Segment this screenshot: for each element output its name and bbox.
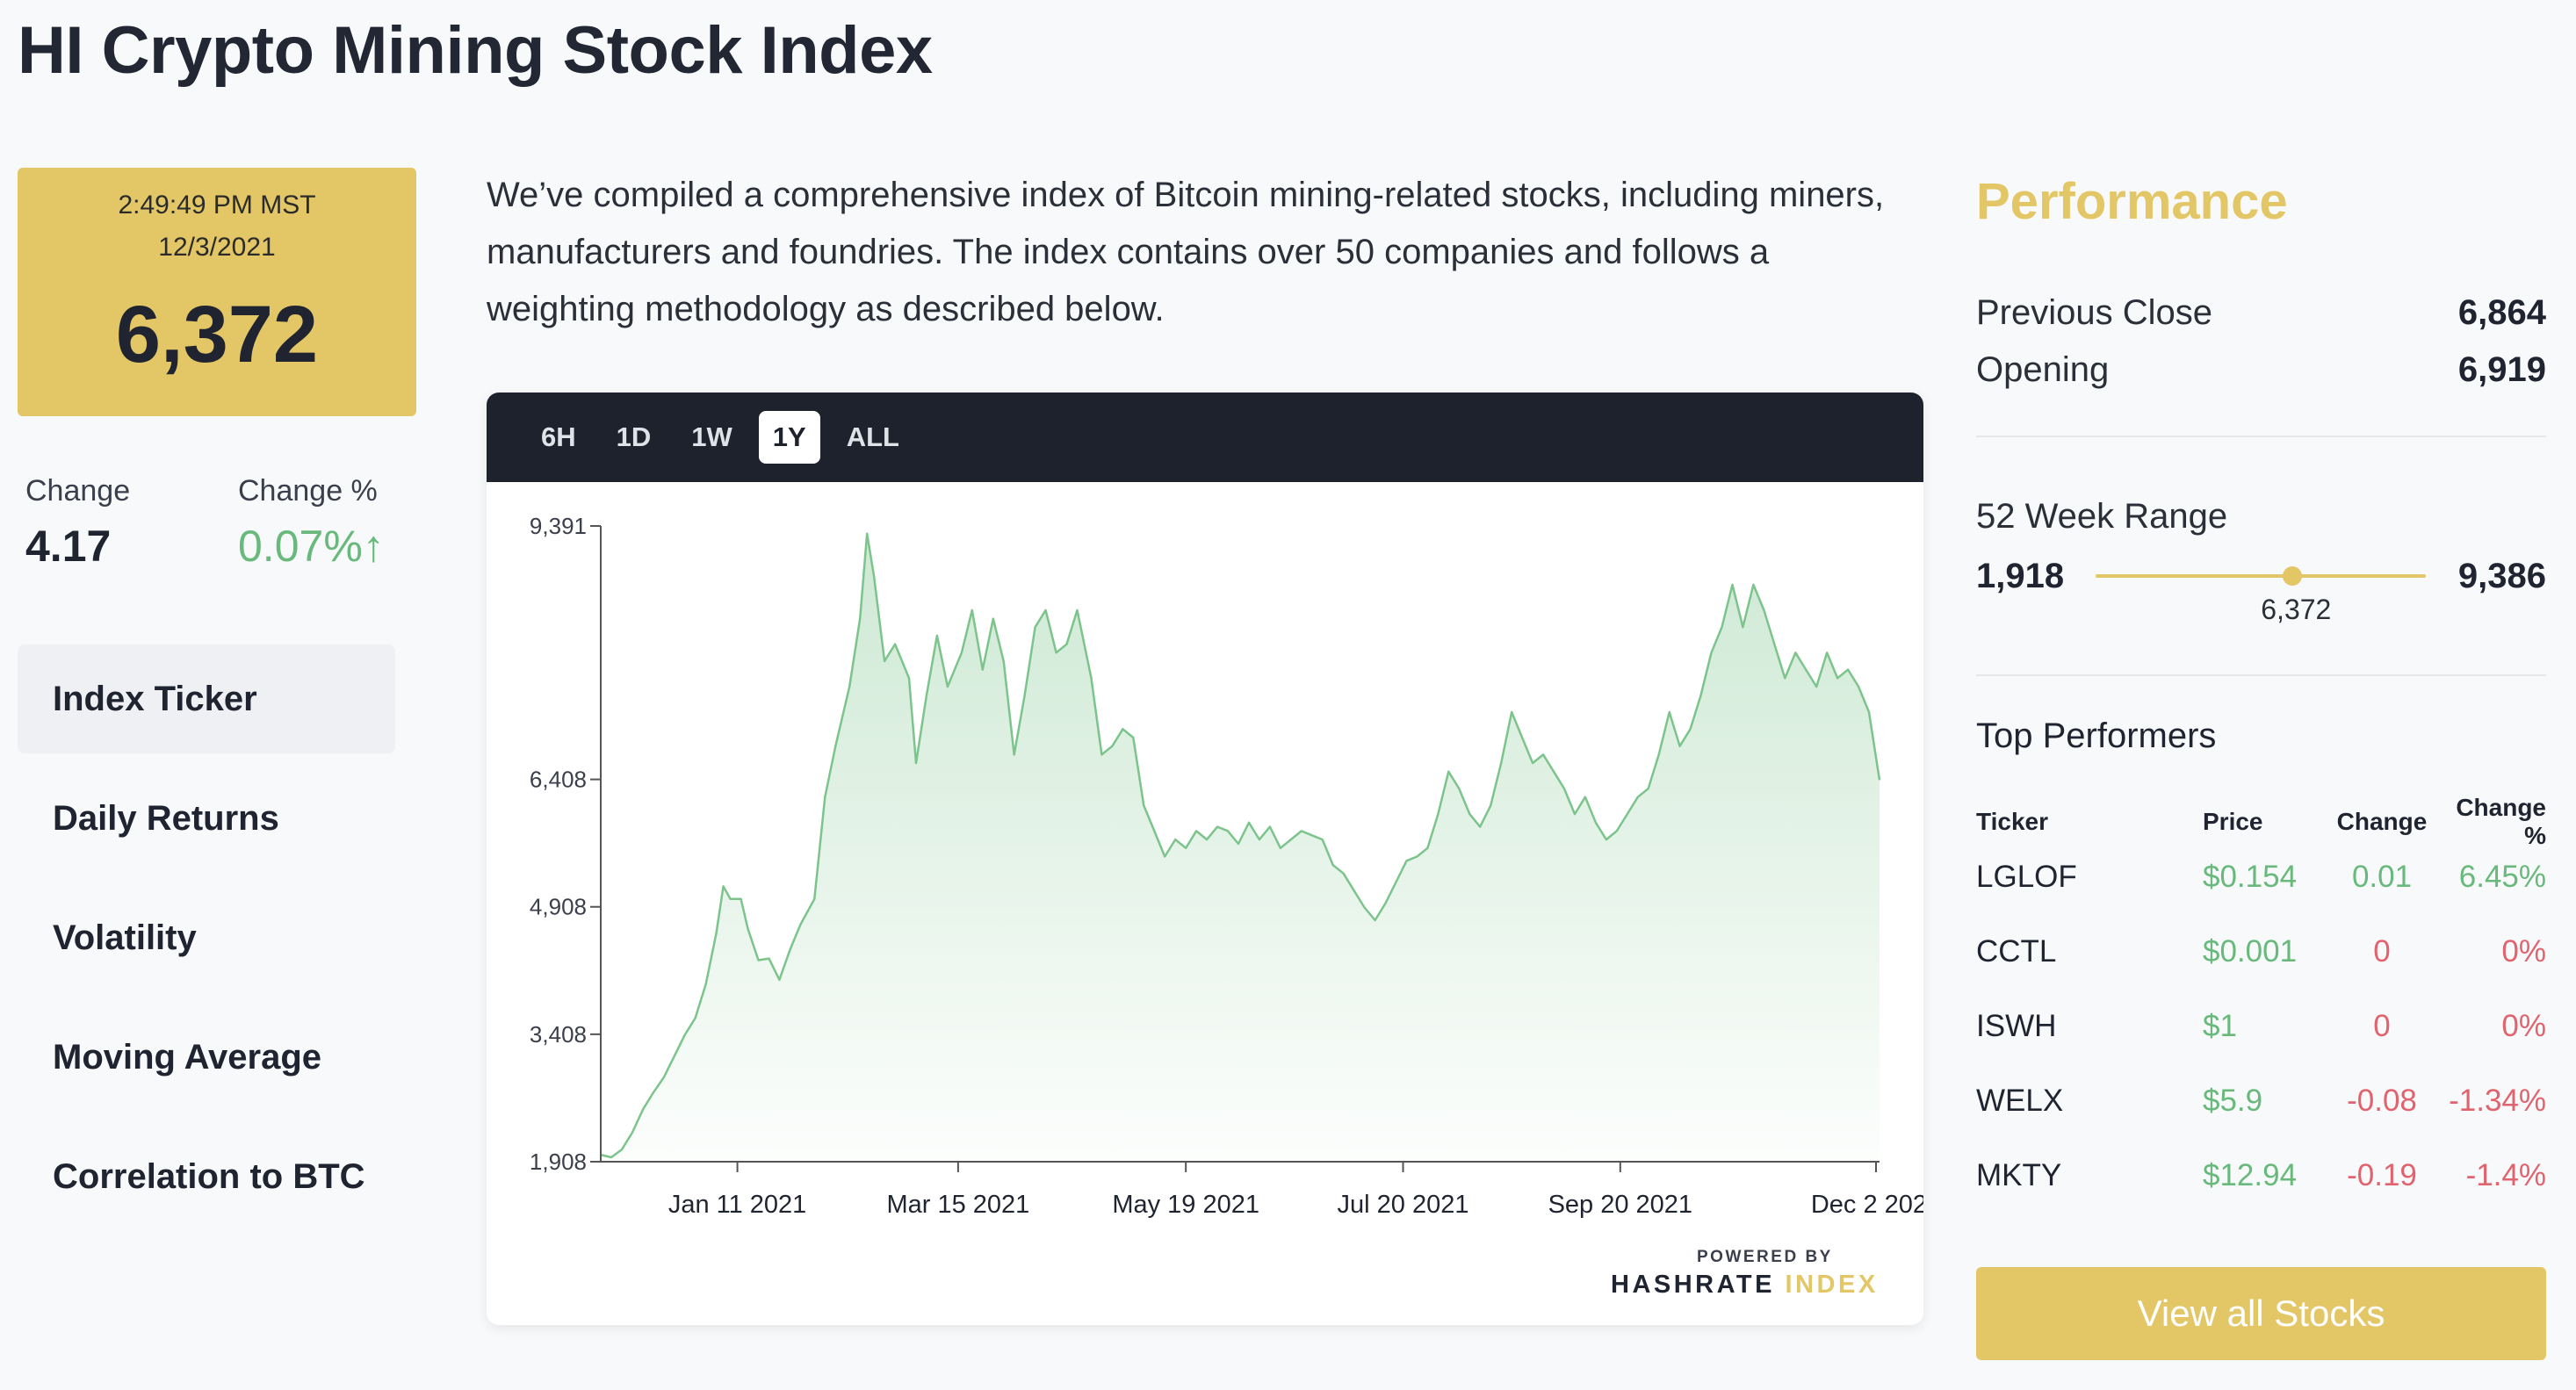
nav-item-moving-average[interactable]: Moving Average [53, 1037, 321, 1077]
price-cell: $1 [2203, 1008, 2237, 1043]
change-value: 4.17 [25, 522, 112, 571]
chart-card: 6H 1D 1W 1Y ALL 1,908 3,408 4,908 6,408 9,39… [487, 393, 1923, 1325]
table-row[interactable]: CCTL $0.001 0 0% [1976, 914, 2546, 989]
header-price: Price [2203, 808, 2263, 835]
change-cell: -0.08 [2347, 1083, 2417, 1118]
range-low: 1,918 [1976, 557, 2065, 595]
divider [1976, 436, 2546, 437]
change-cell: -0.19 [2347, 1157, 2417, 1192]
view-all-stocks-button[interactable]: View all Stocks [1976, 1267, 2546, 1360]
table-row[interactable]: ISWH $1 0 0% [1976, 989, 2546, 1063]
table-row[interactable]: LGLOF $0.154 0.01 6.45% [1976, 839, 2546, 914]
timeframe-6h-button[interactable]: 6H [541, 421, 576, 452]
previous-close-label: Previous Close [1976, 293, 2213, 332]
header-ticker: Ticker [1976, 808, 2048, 835]
change-cell: 0 [2373, 1008, 2391, 1043]
price-cell: $5.9 [2203, 1083, 2263, 1118]
series-area [601, 533, 1880, 1162]
change-pct-cell: -1.4% [2465, 1157, 2546, 1192]
x-tick-label: Jul 20 2021 [1338, 1191, 1469, 1219]
timeframe-all-button[interactable]: ALL [846, 421, 899, 452]
change-pct-cell: 0% [2501, 1008, 2546, 1043]
series-line [600, 532, 1881, 1159]
x-tick-label: Jan 11 2021 [668, 1191, 807, 1219]
top-performers-title: Top Performers [1976, 717, 2217, 755]
change-pct-cell: 0% [2501, 933, 2546, 969]
ticker-cell: CCTL [1976, 933, 2057, 969]
change-pct-number: 0.07% [238, 522, 363, 571]
timeframe-1d-button[interactable]: 1D [616, 421, 652, 452]
range-current: 6,372 [2261, 594, 2332, 625]
table-row[interactable]: MKTY $12.94 -0.19 -1.4% [1976, 1138, 2546, 1213]
header-change-pct: Change % [2456, 794, 2546, 849]
table-body: LGLOF $0.154 0.01 6.45% CCTL $0.001 0 0% ISWH $1 0… [1976, 839, 2546, 1213]
y-tick-label: 3,408 [530, 1021, 587, 1048]
price-card: 2:49:49 PM MST 12/3/2021 6,372 [18, 168, 416, 416]
x-tick-label: Mar 15 2021 [886, 1191, 1029, 1219]
x-tick-label: Dec 2 2021 [1811, 1191, 1923, 1219]
price-date: 12/3/2021 [158, 233, 276, 262]
change-cell: 0 [2373, 933, 2391, 969]
page-title: HI Crypto Mining Stock Index [18, 13, 933, 88]
previous-close-value: 6,864 [2457, 293, 2546, 332]
hashrate-index-logo: HASHRATE INDEX [1611, 1271, 1879, 1299]
divider [1976, 674, 2546, 676]
timeframe-1y-button[interactable]: 1Y [758, 411, 820, 464]
nav-item-correlation-to-btc[interactable]: Correlation to BTC [53, 1156, 365, 1196]
side-nav: Index Ticker Daily Returns Volatility Mo… [18, 645, 395, 1242]
nav-item-volatility[interactable]: Volatility [53, 918, 197, 957]
x-tick-label: May 19 2021 [1112, 1191, 1259, 1219]
opening-label: Opening [1976, 350, 2110, 389]
change-label: Change [25, 474, 131, 508]
ticker-cell: LGLOF [1976, 859, 2077, 894]
change-pct-value: 0.07%↑ [238, 521, 385, 572]
brand-accent: INDEX [1786, 1271, 1879, 1299]
price-time: 2:49:49 PM MST [118, 191, 316, 220]
timeframe-1w-button[interactable]: 1W [691, 421, 732, 452]
header-change: Change [2336, 808, 2428, 835]
price-value: 6,372 [115, 290, 319, 379]
change-pct-cell: -1.34% [2449, 1083, 2546, 1118]
y-tick-label: 4,908 [530, 894, 587, 920]
previous-close-row: Previous Close 6,864 [1976, 293, 2546, 333]
ticker-cell: MKTY [1976, 1157, 2062, 1192]
range-high: 9,386 [2457, 557, 2546, 595]
range-title: 52 Week Range [1976, 497, 2228, 536]
change-pct-cell: 6.45% [2458, 859, 2546, 894]
opening-row: Opening 6,919 [1976, 350, 2546, 390]
price-cell: $0.154 [2203, 859, 2298, 894]
ticker-cell: WELX [1976, 1083, 2064, 1118]
performance-heading: Performance [1976, 173, 2288, 230]
change-pct-label: Change % [238, 474, 378, 508]
intro-text: We’ve compiled a comprehensive index of … [487, 176, 1885, 328]
y-tick-label: 6,408 [530, 767, 587, 793]
arrow-up-icon: ↑ [362, 522, 385, 571]
table-header: Ticker Price Change Change % [1976, 794, 2546, 849]
change-cell: 0.01 [2351, 859, 2413, 894]
powered-by-label: POWERED BY [1697, 1248, 1833, 1266]
price-cell: $12.94 [2203, 1157, 2298, 1192]
opening-value: 6,919 [2457, 350, 2546, 389]
top-performers-table: Ticker Price Change Change % LGLOF $0.154… [1976, 794, 2546, 1213]
x-tick-label: Sep 20 2021 [1548, 1191, 1692, 1219]
range-marker [2283, 566, 2303, 586]
change-pct-block: Change % 0.07%↑ [238, 474, 385, 572]
timeframe-toolbar: 6H 1D 1W 1Y ALL [487, 393, 1923, 482]
range-track [2096, 574, 2426, 578]
index-chart: 1,908 3,408 4,908 6,408 9,391 Jan 11 2021 Mar … [530, 513, 1923, 1299]
price-cell: $0.001 [2203, 933, 2298, 969]
y-tick-label: 9,391 [530, 513, 587, 539]
table-row[interactable]: WELX $5.9 -0.08 -1.34% [1976, 1063, 2546, 1138]
change-block: Change 4.17 [25, 474, 130, 572]
ticker-cell: ISWH [1976, 1008, 2057, 1043]
nav-item-index-ticker[interactable]: Index Ticker [18, 645, 395, 753]
y-tick-label: 1,908 [530, 1149, 587, 1175]
brand-main: HASHRATE [1611, 1271, 1786, 1299]
nav-item-daily-returns[interactable]: Daily Returns [53, 798, 279, 838]
